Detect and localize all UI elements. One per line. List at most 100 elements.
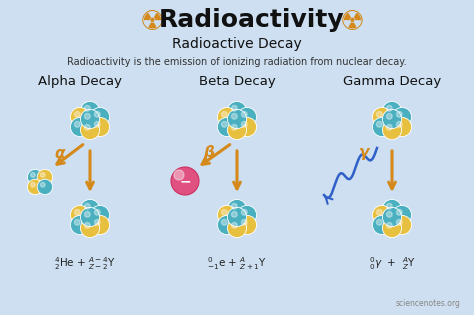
Circle shape [71, 107, 90, 127]
Circle shape [94, 220, 100, 225]
Circle shape [71, 215, 90, 235]
Circle shape [71, 205, 90, 225]
Circle shape [218, 117, 237, 137]
Circle shape [241, 112, 247, 117]
Circle shape [81, 109, 100, 129]
Circle shape [376, 220, 382, 225]
Text: Radioactivity: Radioactivity [159, 8, 345, 32]
Text: β: β [203, 145, 214, 159]
Circle shape [94, 209, 100, 215]
Circle shape [376, 209, 382, 215]
Circle shape [373, 117, 392, 137]
Text: $^0_0\gamma$  +  $^A_Z$Y: $^0_0\gamma$ + $^A_Z$Y [369, 255, 415, 272]
Circle shape [84, 222, 90, 228]
Circle shape [396, 220, 402, 225]
Circle shape [74, 121, 80, 127]
Circle shape [31, 173, 35, 177]
Circle shape [37, 179, 53, 195]
Text: Alpha Decay: Alpha Decay [38, 76, 122, 89]
Circle shape [241, 220, 247, 225]
Circle shape [231, 203, 237, 209]
Circle shape [81, 199, 100, 219]
Circle shape [373, 107, 392, 127]
Circle shape [71, 117, 90, 137]
Circle shape [373, 215, 392, 235]
Circle shape [221, 121, 227, 127]
Circle shape [231, 124, 237, 130]
Circle shape [40, 182, 45, 187]
Circle shape [74, 220, 80, 225]
Circle shape [221, 220, 227, 225]
Circle shape [237, 205, 256, 225]
Circle shape [386, 211, 392, 217]
Circle shape [31, 182, 35, 187]
Circle shape [94, 112, 100, 117]
Circle shape [228, 207, 246, 226]
Circle shape [376, 112, 382, 117]
Circle shape [373, 205, 392, 225]
Circle shape [74, 112, 80, 117]
Circle shape [228, 120, 246, 140]
Circle shape [221, 112, 227, 117]
Circle shape [383, 101, 401, 121]
Circle shape [37, 169, 53, 185]
Circle shape [171, 167, 199, 195]
Circle shape [94, 121, 100, 127]
Circle shape [383, 109, 401, 129]
Circle shape [81, 207, 100, 226]
Circle shape [84, 113, 90, 119]
Text: $^4_2$He + $^{A-4}_{Z-2}$Y: $^4_2$He + $^{A-4}_{Z-2}$Y [54, 255, 116, 272]
Circle shape [91, 205, 109, 225]
Circle shape [386, 113, 392, 119]
Text: sciencenotes.org: sciencenotes.org [395, 299, 460, 308]
Circle shape [386, 203, 392, 209]
Circle shape [228, 199, 246, 219]
Circle shape [392, 215, 411, 235]
Circle shape [221, 209, 227, 215]
Circle shape [81, 120, 100, 140]
Circle shape [237, 215, 256, 235]
Circle shape [228, 101, 246, 121]
Text: α: α [55, 146, 65, 161]
Circle shape [392, 205, 411, 225]
Circle shape [231, 222, 237, 228]
Circle shape [386, 124, 392, 130]
Circle shape [81, 218, 100, 238]
Circle shape [228, 109, 246, 129]
Circle shape [383, 199, 401, 219]
Circle shape [81, 101, 100, 121]
Circle shape [396, 209, 402, 215]
Text: Beta Decay: Beta Decay [199, 76, 275, 89]
Circle shape [91, 107, 109, 127]
Circle shape [91, 215, 109, 235]
Circle shape [27, 179, 43, 195]
Circle shape [396, 121, 402, 127]
Circle shape [40, 173, 45, 177]
Circle shape [231, 113, 237, 119]
Text: ☢: ☢ [339, 8, 365, 36]
Circle shape [383, 120, 401, 140]
Circle shape [231, 211, 237, 217]
Circle shape [386, 106, 392, 111]
Circle shape [84, 203, 90, 209]
Circle shape [218, 107, 237, 127]
Circle shape [386, 222, 392, 228]
Circle shape [237, 117, 256, 137]
Circle shape [383, 207, 401, 226]
Circle shape [228, 218, 246, 238]
Circle shape [237, 107, 256, 127]
Circle shape [241, 209, 247, 215]
Circle shape [218, 215, 237, 235]
Circle shape [383, 218, 401, 238]
Circle shape [392, 117, 411, 137]
Circle shape [74, 209, 80, 215]
Circle shape [27, 169, 43, 185]
Circle shape [84, 124, 90, 130]
Circle shape [84, 211, 90, 217]
Text: ☢: ☢ [139, 8, 164, 36]
Circle shape [218, 205, 237, 225]
Circle shape [392, 107, 411, 127]
Text: −: − [179, 174, 191, 188]
Circle shape [84, 106, 90, 111]
Text: γ: γ [359, 145, 369, 159]
